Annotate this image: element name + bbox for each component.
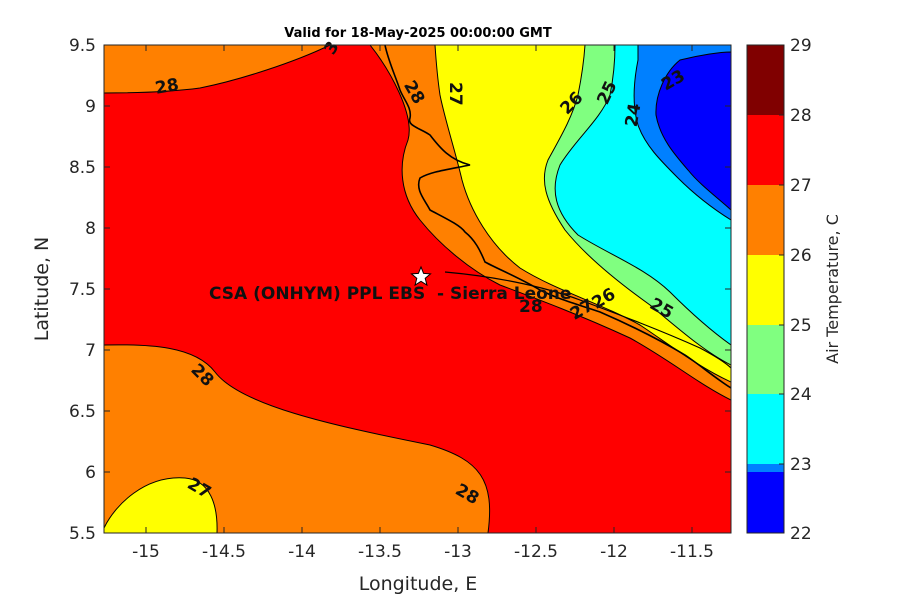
colorbar-frame: [746, 44, 785, 534]
colorbar-band-28-29: [747, 45, 784, 115]
x-axis-label: Longitude, E: [359, 573, 478, 595]
colorbar-band-27-28: [747, 115, 784, 185]
x-tick-label: -15: [132, 542, 160, 562]
y-tick-label: 5.5: [69, 524, 96, 544]
map-plot-area: [104, 45, 731, 533]
y-tick-label: 7.5: [69, 280, 96, 300]
contour-label: 24: [622, 102, 646, 129]
contour-label: 27: [445, 82, 465, 106]
colorbar: 29 28 27 26 25 24 23 22 Air Temperature,…: [746, 36, 842, 544]
colorbar-tick-label: 25: [790, 316, 812, 336]
colorbar-band-26-27: [747, 185, 784, 255]
site-annotation: CSA (ONHYM) PPL EBS - Sierra Leone: [209, 284, 571, 304]
y-tick-label: 6.5: [69, 402, 96, 422]
coastline: [384, 45, 731, 389]
contour-label: 28: [519, 297, 543, 317]
x-tick-label: -13: [444, 542, 472, 562]
temp-zone-27-nw: [104, 45, 331, 94]
temp-zone-22: [655, 51, 731, 211]
y-tick-label: 9.5: [69, 36, 96, 56]
chart-title: Valid for 18-May-2025 00:00:00 GMT: [284, 26, 552, 41]
colorbar-tick-label: 23: [790, 455, 812, 475]
x-tick-label: -12: [600, 542, 628, 562]
y-tick-label: 9: [85, 97, 96, 117]
border-line: [444, 271, 731, 369]
colorbar-tick-label: 22: [790, 524, 812, 544]
colorbar-band-25-26: [747, 255, 784, 325]
colorbar-band-23-24: [747, 394, 784, 464]
y-tick-label: 6: [85, 463, 96, 483]
y-tick-label: 7: [85, 341, 96, 361]
y-tick-label: 8.5: [69, 158, 96, 178]
colorbar-tick-label: 24: [790, 385, 812, 405]
colorbar-tick-label: 29: [790, 36, 812, 56]
colorbar-tick-label: 28: [790, 106, 812, 126]
site-star-marker: [410, 265, 432, 287]
x-tick-label: -14: [288, 542, 316, 562]
colorbar-tick-label: 26: [790, 246, 812, 266]
temp-zone-26-south: [104, 477, 218, 533]
colorbar-tick-label: 27: [790, 176, 812, 196]
y-axis-label: Latitude, N: [31, 237, 53, 342]
contour-label: 28: [154, 75, 181, 99]
x-axis: -15 -14.5 -14 -13.5 -13 -12.5 -12 -11.5 …: [132, 45, 714, 595]
colorbar-band-24-25: [747, 325, 784, 394]
x-tick-label: -13.5: [358, 542, 402, 562]
y-axis: 9.5 9 8.5 8 7.5 7 6.5 6 5.5 Latitude, N: [31, 36, 731, 544]
x-tick-label: -14.5: [202, 542, 246, 562]
x-tick-label: -11.5: [670, 542, 714, 562]
y-tick-label: 8: [85, 219, 96, 239]
colorbar-band-bottom: [747, 472, 784, 533]
colorbar-label: Air Temperature, C: [823, 214, 842, 364]
x-tick-label: -12.5: [514, 542, 558, 562]
